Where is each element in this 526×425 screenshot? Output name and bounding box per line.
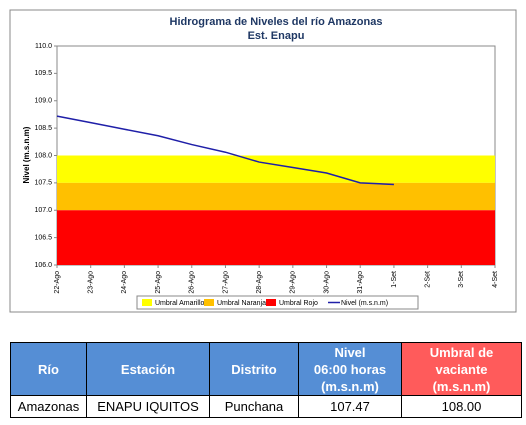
legend-swatch: [266, 299, 276, 306]
x-tick-label: 30-Ago: [323, 271, 330, 294]
header-line: Nivel: [334, 344, 366, 360]
data-cell: 108.00: [401, 395, 522, 418]
header-cell: Nivel 06:00 horas (m.s.n.m): [298, 342, 402, 396]
header-cell: Umbral de vaciante (m.s.n.m): [401, 342, 522, 396]
chart-title: Hidrograma de Niveles del río Amazonas: [170, 16, 383, 28]
x-tick-label: 23-Ago: [88, 271, 95, 294]
y-tick-label: 106.5: [34, 234, 52, 241]
header-cell: Río: [10, 342, 87, 396]
threshold-band: [57, 210, 495, 265]
threshold-band: [57, 182, 495, 211]
legend-label: Umbral Naranja: [217, 300, 266, 307]
x-tick-label: 29-Ago: [290, 271, 297, 294]
header-line: (m.s.n.m): [321, 378, 379, 394]
x-tick-label: 28-Ago: [256, 271, 263, 294]
legend-swatch: [142, 299, 152, 306]
header-line: vaciante: [435, 361, 488, 377]
legend-label: Umbral Rojo: [279, 300, 318, 307]
y-axis-label: Nivel (m.s.n.m): [22, 126, 31, 183]
legend-swatch: [204, 299, 214, 306]
y-tick-label: 106.0: [34, 262, 52, 269]
data-cell: Punchana: [209, 395, 299, 418]
y-tick-label: 109.0: [34, 98, 52, 105]
y-tick-label: 107.5: [34, 180, 52, 187]
x-tick-label: 24-Ago: [121, 271, 128, 294]
data-row: Amazonas ENAPU IQUITOS Punchana 107.47 108.0…: [10, 395, 522, 418]
header-line: 06:00 horas: [313, 361, 387, 377]
header-line: Estación: [120, 361, 176, 377]
legend-label: Umbral Amarillo: [155, 300, 205, 307]
level-line: [56, 115, 394, 186]
x-tick-label: 4-Set: [492, 271, 499, 288]
x-tick-label: 31-Ago: [357, 271, 364, 294]
header-line: Distrito: [231, 361, 277, 377]
data-table: Río Estación Distrito Nivel 06:00 horas (m.s.…: [10, 342, 522, 418]
x-tick-label: 22-Ago: [54, 271, 61, 294]
y-tick-label: 107.0: [34, 207, 52, 214]
x-tick-label: 27-Ago: [222, 271, 229, 294]
chart: Hidrograma de Niveles del río Amazonas E…: [9, 9, 517, 313]
header-row: Río Estación Distrito Nivel 06:00 horas (m.s.…: [10, 342, 522, 396]
header-cell: Estación: [86, 342, 210, 396]
data-cell: ENAPU IQUITOS: [86, 395, 210, 418]
x-tick-label: 3-Set: [458, 271, 465, 288]
x-tick-label: 2-Set: [424, 271, 431, 288]
y-tick-label: 110.0: [35, 43, 52, 50]
y-tick-label: 108.5: [34, 125, 52, 132]
x-tick-label: 1-Set: [391, 271, 398, 288]
header-cell: Distrito: [209, 342, 299, 396]
x-tick-label: 26-Ago: [189, 271, 196, 294]
header-line: (m.s.n.m): [432, 378, 491, 394]
y-tick-label: 109.5: [34, 70, 52, 77]
data-cell: Amazonas: [10, 395, 87, 418]
y-tick-label: 108.0: [34, 152, 52, 159]
header-line: Río: [38, 361, 59, 377]
chart-subtitle: Est. Enapu: [248, 30, 305, 42]
x-tick-label: 25-Ago: [155, 271, 162, 294]
header-line: Umbral de: [429, 344, 494, 360]
threshold-band: [57, 155, 495, 183]
legend-label: Nivel (m.s.n.m): [341, 300, 388, 307]
data-cell: 107.47: [298, 395, 402, 418]
